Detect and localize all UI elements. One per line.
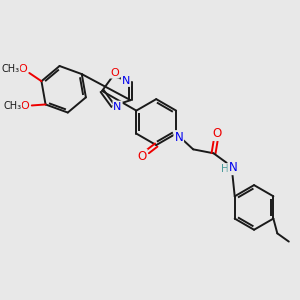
Text: O: O — [212, 127, 221, 140]
Text: O: O — [18, 64, 27, 74]
Text: N: N — [113, 102, 122, 112]
Text: CH₃: CH₃ — [1, 64, 19, 74]
Text: O: O — [137, 150, 147, 163]
Text: CH₃: CH₃ — [3, 101, 21, 111]
Text: O: O — [20, 101, 29, 111]
Text: N: N — [122, 76, 130, 86]
Text: N: N — [229, 161, 237, 174]
Text: H: H — [220, 164, 228, 174]
Text: N: N — [174, 131, 183, 144]
Text: O: O — [110, 68, 119, 78]
